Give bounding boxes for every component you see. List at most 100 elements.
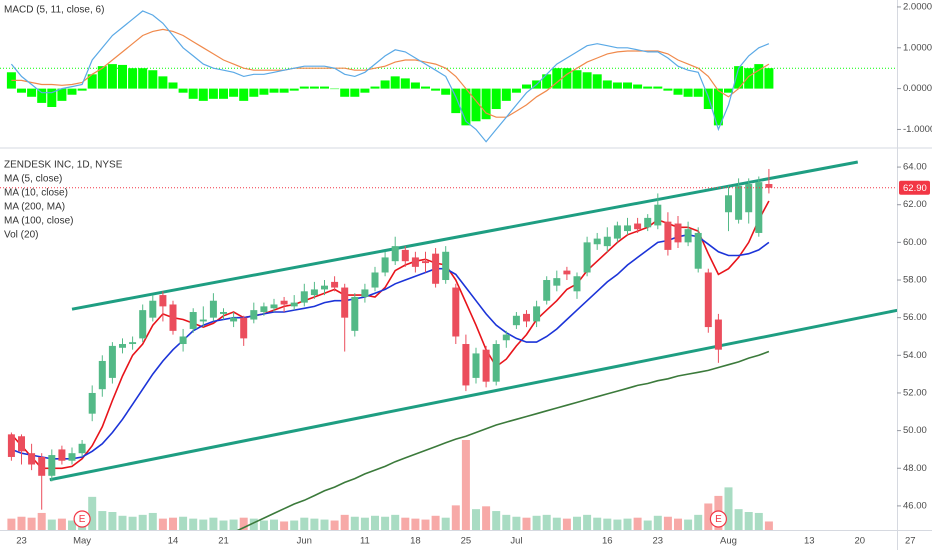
volume-bar <box>280 521 289 530</box>
candle-body <box>98 360 106 390</box>
x-tick-label: 16 <box>602 536 613 547</box>
volume-bar <box>330 520 339 530</box>
histogram-bar <box>219 88 228 99</box>
candle-body <box>482 349 490 382</box>
histogram-bar <box>279 88 289 93</box>
x-tick-label: May <box>73 536 91 547</box>
histogram-bar <box>491 88 501 110</box>
x-tick-label: 18 <box>410 536 421 547</box>
histogram-bar <box>380 80 390 89</box>
histogram-bar <box>562 68 572 89</box>
candle-body <box>553 278 561 286</box>
volume-bar <box>229 519 238 530</box>
histogram-bar <box>744 68 754 89</box>
histogram-bar <box>57 88 67 101</box>
histogram-bar <box>269 88 279 93</box>
candle-body <box>179 336 187 345</box>
volume-bar <box>472 509 480 530</box>
volume-bar <box>704 503 713 530</box>
candle-body <box>745 184 753 213</box>
volume-bar <box>290 520 299 530</box>
histogram-bar <box>249 88 259 97</box>
candle-body <box>240 317 248 339</box>
histogram-bar <box>522 84 531 89</box>
histogram-bar <box>683 88 693 97</box>
volume-bar <box>663 516 672 530</box>
histogram-bar <box>259 88 269 95</box>
volume-bar <box>128 516 137 530</box>
y-tick-label: 56.00 <box>903 312 927 323</box>
candle-body <box>654 204 662 226</box>
macd-plot <box>0 10 897 143</box>
candle-body <box>169 304 177 331</box>
histogram-bar <box>148 70 158 89</box>
candle-body <box>583 242 591 273</box>
histogram-bar <box>572 70 582 89</box>
volume-bar <box>108 512 117 530</box>
volume-bar <box>492 511 501 530</box>
volume-bar <box>249 518 258 530</box>
candle-body <box>543 280 551 301</box>
event-marker[interactable] <box>709 510 728 528</box>
volume-bar <box>451 505 460 530</box>
volume-bar <box>189 518 198 530</box>
histogram-bar <box>461 88 471 126</box>
x-tick-label: 14 <box>168 536 179 547</box>
histogram-bar <box>764 68 774 89</box>
volume-bar <box>88 496 97 530</box>
volume-bar <box>522 517 531 530</box>
candle-body <box>149 300 157 318</box>
volume-bar <box>381 516 390 530</box>
candle-body <box>159 295 167 307</box>
volume-bar <box>27 517 36 530</box>
histogram-bar <box>592 74 602 89</box>
histogram-bar <box>552 68 562 89</box>
volume-bar <box>37 512 46 530</box>
y-tick-label: 52.00 <box>903 387 927 398</box>
candle-body <box>573 276 581 292</box>
volume-bar <box>118 515 127 530</box>
candle-body <box>68 453 76 461</box>
candle-body <box>634 223 642 230</box>
y-tick-label: 62.00 <box>903 199 927 210</box>
volume-bar <box>401 517 410 530</box>
ma-line <box>11 233 770 460</box>
volume-bar <box>512 516 521 530</box>
candle-body <box>7 434 15 457</box>
candle-body <box>755 182 763 233</box>
volume-bar <box>371 515 379 530</box>
volume-bar <box>623 518 632 530</box>
x-tick-label: 11 <box>360 536 370 547</box>
candle-body <box>199 319 207 322</box>
volume-bar <box>542 514 551 530</box>
candle-body <box>391 246 399 262</box>
event-marker[interactable] <box>73 510 91 528</box>
y-tick-label: 48.00 <box>903 463 927 474</box>
volume-bar <box>562 518 571 530</box>
volume-bar <box>340 514 349 530</box>
histogram-bar <box>663 88 673 91</box>
y-tick-label: 54.00 <box>903 350 927 361</box>
macd-line <box>10 10 770 143</box>
volume-bar <box>219 520 228 530</box>
x-tick-label: Jun <box>297 536 312 547</box>
candle-body <box>108 345 116 378</box>
x-tick-label: 25 <box>461 536 472 547</box>
histogram-bar <box>410 82 420 89</box>
histogram-bar <box>612 82 622 89</box>
candle-body <box>442 251 450 281</box>
event-label: E <box>79 514 86 525</box>
histogram-bar <box>471 88 481 122</box>
histogram-bar <box>107 64 117 89</box>
volume-bar <box>754 512 763 530</box>
x-tick-label: 23 <box>653 536 664 547</box>
candle-body <box>624 225 631 232</box>
price-plot <box>7 160 897 530</box>
histogram-bar <box>451 88 461 114</box>
volume-bar <box>643 520 652 530</box>
volume-bar <box>593 517 602 530</box>
candle-body <box>765 184 773 188</box>
candle-body <box>351 296 359 331</box>
volume-bar <box>310 518 319 530</box>
